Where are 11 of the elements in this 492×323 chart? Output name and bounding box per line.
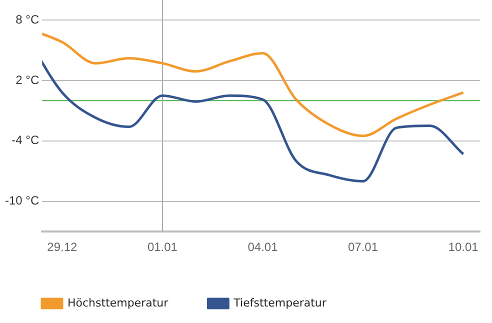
x-tick-label: 04.01 bbox=[248, 240, 278, 254]
legend-label: Höchsttemperatur bbox=[68, 296, 169, 310]
x-tick-label: 29.12 bbox=[47, 240, 78, 254]
x-tick-label: 10.01 bbox=[448, 240, 479, 254]
y-tick-label: -4 °C bbox=[12, 133, 40, 148]
y-tick-label: -10 °C bbox=[4, 194, 40, 208]
y-tick-label: 2 °C bbox=[16, 72, 40, 87]
y-tick-label: 8 °C bbox=[16, 12, 40, 26]
x-tick-label: 01.01 bbox=[147, 240, 178, 254]
legend-label: Tiefsttemperatur bbox=[232, 296, 327, 310]
x-tick-label: 07.01 bbox=[348, 240, 378, 254]
